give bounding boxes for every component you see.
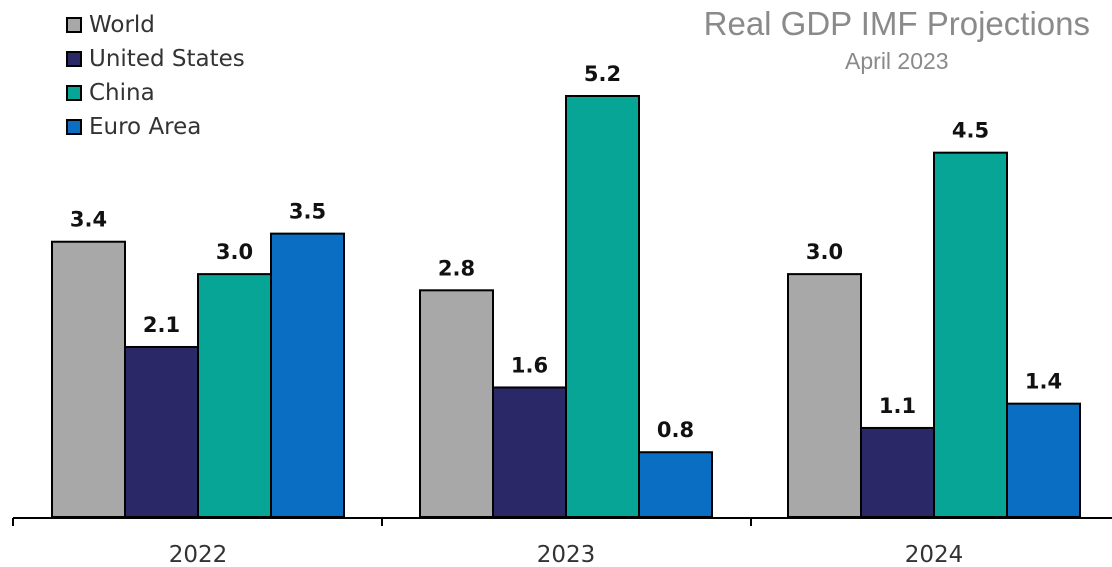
data-label-china-2022: 3.0 [216, 240, 253, 264]
legend-label-china: China [89, 80, 155, 106]
data-label-euro-area-2024: 1.4 [1025, 370, 1062, 394]
bar-china-2024 [933, 151, 1008, 519]
legend-label-world: World [89, 12, 155, 38]
legend-swatch-china [66, 85, 82, 101]
legend-item-world: World [66, 8, 245, 42]
data-label-euro-area-2023: 0.8 [657, 418, 694, 442]
legend-item-united-states: United States [66, 42, 245, 76]
legend-swatch-euro-area [66, 119, 82, 135]
x-tick-label-2023: 2023 [537, 542, 596, 567]
data-label-euro-area-2022: 3.5 [289, 200, 326, 224]
data-label-world-2023: 2.8 [438, 256, 475, 280]
bar-world-2024 [787, 273, 862, 518]
bar-united-states-2022 [124, 345, 199, 518]
chart-legend: World United States China Euro Area [66, 8, 245, 144]
bar-world-2023 [419, 289, 494, 518]
legend-item-china: China [66, 76, 245, 110]
data-label-china-2023: 5.2 [584, 62, 621, 86]
data-label-united-states-2024: 1.1 [879, 394, 916, 418]
bar-china-2023 [565, 95, 640, 518]
bar-world-2022 [51, 240, 126, 518]
bar-euro-area-2022 [270, 232, 345, 518]
chart-title: Real GDP IMF Projections [703, 5, 1090, 42]
bar-euro-area-2023 [638, 451, 713, 519]
data-label-united-states-2023: 1.6 [511, 353, 548, 377]
x-tick-label-2022: 2022 [169, 542, 228, 567]
data-label-united-states-2022: 2.1 [143, 313, 180, 337]
bar-china-2022 [197, 273, 272, 518]
data-label-china-2024: 4.5 [952, 119, 989, 143]
legend-item-euro-area: Euro Area [66, 110, 245, 144]
legend-label-euro-area: Euro Area [89, 114, 202, 140]
bar-united-states-2023 [492, 386, 567, 519]
legend-swatch-world [66, 17, 82, 33]
legend-label-united-states: United States [89, 46, 245, 72]
data-label-world-2024: 3.0 [806, 240, 843, 264]
x-tick-label-2024: 2024 [905, 542, 964, 567]
chart-subtitle: April 2023 [845, 48, 949, 74]
bar-euro-area-2024 [1006, 402, 1081, 518]
bar-united-states-2024 [860, 426, 935, 519]
data-label-world-2022: 3.4 [70, 208, 107, 232]
legend-swatch-united-states [66, 51, 82, 67]
chart-title-block: Real GDP IMF Projections April 2023 [704, 4, 1090, 75]
